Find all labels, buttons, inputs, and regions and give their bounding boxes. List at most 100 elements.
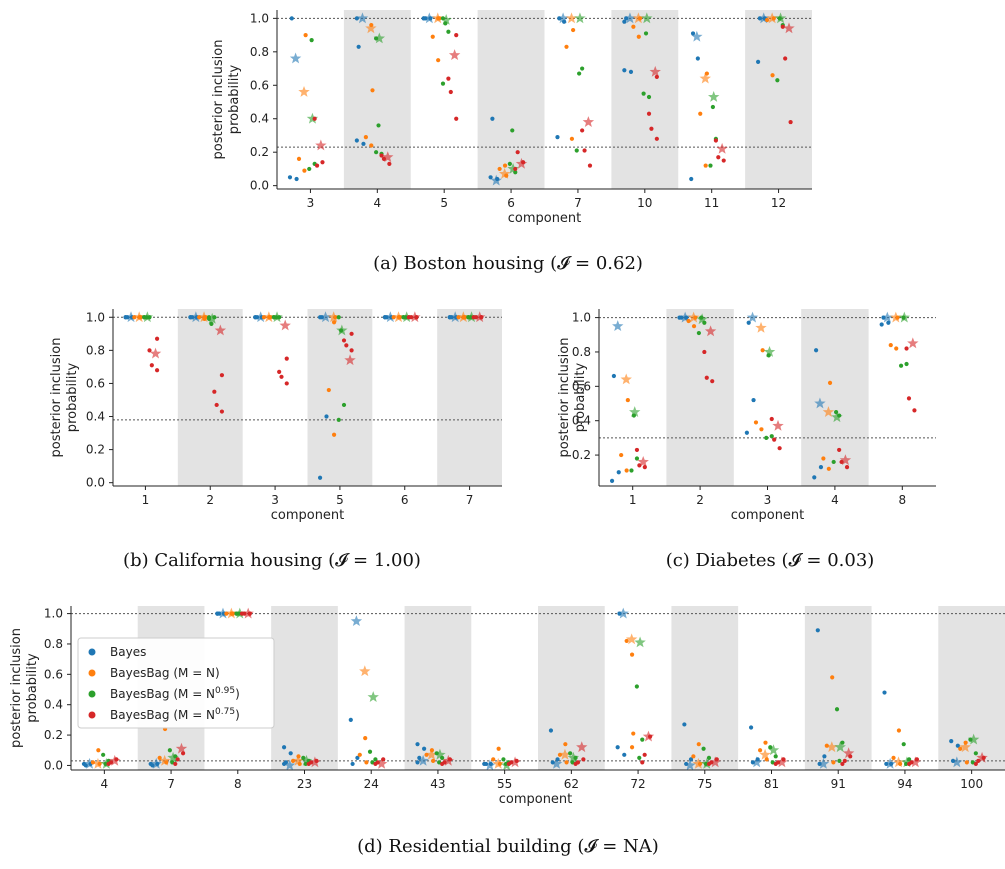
- point-bayes: [622, 752, 627, 757]
- point-bayesbag-m-n-0-75-: [320, 160, 325, 165]
- mean-star-bayesbag-m-n-0-95-: [831, 411, 843, 423]
- point-bayesbag-m-n-: [569, 136, 575, 141]
- point-bayes: [690, 31, 696, 36]
- point-bayesbag-m-n-0-95-: [373, 757, 378, 762]
- point-bayesbag-m-n-0-75-: [640, 760, 645, 765]
- point-bayes: [622, 19, 627, 24]
- x-tick-label: 8: [898, 493, 906, 507]
- mean-star-bayesbag-m-n-: [892, 756, 905, 768]
- mean-star-bayesbag-m-n-0-95-: [141, 311, 154, 323]
- point-bayesbag-m-n-0-75-: [710, 379, 715, 384]
- point-bayes: [415, 760, 420, 765]
- mean-star-bayesbag-m-n-0-95-: [367, 691, 379, 702]
- point-bayes: [422, 746, 427, 751]
- mean-star-bayes: [691, 30, 703, 42]
- y-tick-label: 0.4: [44, 698, 63, 712]
- mean-star-bayesbag-m-n-0-95-: [507, 162, 519, 174]
- mean-star-bayesbag-m-n-: [432, 12, 444, 24]
- mean-star-bayes: [951, 756, 963, 768]
- x-tick-label: 3: [271, 493, 279, 507]
- point-bayes: [882, 690, 887, 695]
- mean-star-bayesbag-m-n-0-95-: [774, 12, 787, 24]
- point-bayes: [355, 755, 360, 760]
- point-bayesbag-m-n-0-75-: [454, 116, 459, 121]
- point-bayesbag-m-n-: [363, 736, 368, 741]
- point-bayesbag-m-n-0-75-: [904, 346, 909, 351]
- point-bayesbag-m-n-0-75-: [379, 153, 384, 158]
- x-tick-label: 3: [307, 196, 315, 210]
- mean-star-bayesbag-m-n-0-95-: [634, 636, 646, 648]
- point-bayesbag-m-n-: [96, 748, 101, 753]
- mean-star-bayesbag-m-n-0-95-: [898, 311, 911, 323]
- point-bayesbag-m-n-0-75-: [769, 416, 774, 422]
- band-23: [271, 606, 338, 770]
- point-bayesbag-m-n-0-95-: [629, 468, 634, 473]
- point-bayes: [417, 755, 422, 760]
- band-4: [801, 309, 869, 486]
- legend-marker: [88, 690, 96, 698]
- x-tick-label: 94: [897, 777, 912, 791]
- point-bayesbag-m-n-0-75-: [440, 761, 445, 767]
- mean-star-bayes: [490, 174, 502, 186]
- point-bayes: [949, 739, 954, 744]
- x-tick-label: 5: [440, 196, 448, 210]
- point-bayesbag-m-n-0-75-: [446, 76, 451, 81]
- legend-close-paren: ): [235, 687, 240, 701]
- point-bayes: [294, 176, 299, 182]
- point-bayes: [548, 728, 554, 733]
- mean-star-bayesbag-m-n-0-75-: [582, 116, 595, 127]
- mean-star-bayes: [417, 754, 429, 766]
- point-bayesbag-m-n-0-95-: [840, 740, 845, 745]
- point-bayesbag-m-n-: [826, 466, 831, 471]
- point-bayesbag-m-n-: [363, 135, 368, 140]
- point-bayes: [822, 754, 827, 759]
- point-bayesbag-m-n-: [625, 397, 630, 403]
- point-bayes: [287, 175, 293, 180]
- mean-star-bayesbag-m-n-0-75-: [783, 22, 795, 34]
- y-tick-label: 0.4: [250, 112, 269, 126]
- x-axis-label: component: [499, 792, 573, 807]
- mean-star-bayesbag-m-n-: [292, 754, 304, 766]
- point-bayesbag-m-n-0-95-: [901, 742, 906, 747]
- point-bayesbag-m-n-: [497, 166, 502, 172]
- mean-star-bayesbag-m-n-0-95-: [629, 406, 641, 417]
- point-bayesbag-m-n-0-95-: [834, 707, 840, 712]
- point-bayes: [415, 742, 420, 747]
- mean-star-bayes: [484, 759, 496, 771]
- caption: (a) Boston housing (𝓘 = 0.62): [373, 253, 643, 274]
- y-tick-label: 0.2: [572, 448, 591, 462]
- mean-star-bayesbag-m-n-0-75-: [473, 311, 486, 323]
- point-bayesbag-m-n-0-75-: [312, 116, 317, 121]
- point-bayesbag-m-n-0-95-: [769, 434, 774, 439]
- mean-star-bayesbag-m-n-0-75-: [642, 730, 655, 742]
- y-axis-label-line1: posterior inclusion: [49, 338, 64, 458]
- mean-star-bayes: [557, 12, 569, 24]
- point-bayesbag-m-n-: [686, 318, 691, 324]
- point-bayesbag-m-n-: [964, 760, 969, 765]
- legend-entry-0: Bayes: [110, 645, 146, 659]
- band-91: [804, 606, 872, 770]
- mean-star-bayesbag-m-n-0-95-: [701, 757, 713, 769]
- y-tick-label: 0.2: [250, 145, 269, 159]
- point-bayesbag-m-n-0-95-: [101, 752, 106, 757]
- point-bayesbag-m-n-0-95-: [904, 361, 909, 367]
- point-bayesbag-m-n-: [631, 731, 636, 736]
- point-bayesbag-m-n-0-75-: [513, 166, 518, 172]
- point-bayes: [348, 717, 353, 722]
- point-bayesbag-m-n-0-95-: [773, 754, 778, 759]
- mean-star-bayesbag-m-n-0-95-: [767, 744, 780, 756]
- point-bayesbag-m-n-0-75-: [706, 761, 712, 767]
- mean-star-bayesbag-m-n-0-95-: [567, 751, 580, 763]
- point-bayesbag-m-n-0-95-: [646, 94, 652, 100]
- mean-star-bayes: [758, 12, 770, 24]
- x-tick-label: 11: [704, 196, 719, 210]
- point-bayesbag-m-n-0-75-: [154, 368, 160, 373]
- point-bayesbag-m-n-0-95-: [209, 321, 214, 326]
- mean-star-bayesbag-m-n-0-75-: [375, 757, 388, 769]
- point-bayes: [744, 430, 749, 435]
- y-tick-label: 1.0: [44, 607, 63, 621]
- point-bayesbag-m-n-0-95-: [637, 755, 642, 760]
- point-bayes: [615, 745, 620, 750]
- point-bayesbag-m-n-: [296, 156, 302, 161]
- point-bayes: [616, 470, 621, 475]
